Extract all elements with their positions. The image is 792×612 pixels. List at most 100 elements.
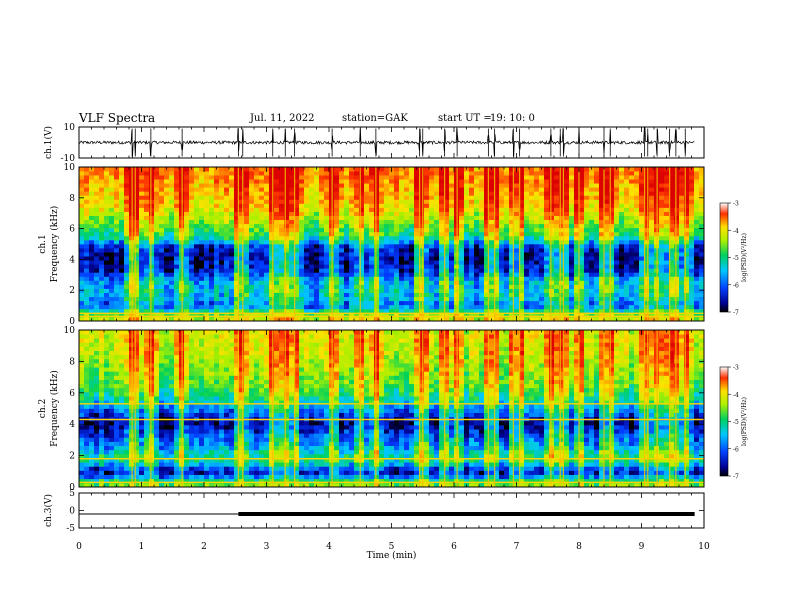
ch1-spectrogram-cell (159, 272, 165, 277)
ch1-spectrogram-cell (429, 276, 435, 281)
ch1-spectrogram-cell (494, 215, 500, 221)
ch1-spectrogram-cell (674, 304, 680, 310)
ch1-spectrogram-cell (299, 211, 305, 216)
ch1-spectrogram-cell (414, 219, 420, 225)
ch1-spectrogram-cell (384, 316, 390, 322)
ch1-spectrogram-cell (319, 227, 325, 233)
ch1-spectrogram-cell (234, 280, 240, 285)
ch1-spectrogram-cell (539, 171, 545, 176)
ch1-spectrogram-cell (499, 199, 505, 204)
ch1-spectrogram-cell (524, 296, 530, 302)
ch1-spectrogram-cell (449, 171, 455, 176)
ch1-spectrogram-cell (669, 187, 675, 192)
ch1-spectrogram-cell (334, 252, 340, 257)
ch1-spectrogram-cell (379, 207, 385, 212)
ch1-spectrogram-cell (124, 300, 130, 306)
ch1-spectrogram-cell (669, 268, 675, 273)
ch1-spectrogram-cell (379, 239, 385, 245)
ch1-spectrogram-cell (689, 235, 695, 241)
ch1-spectrogram-cell (509, 288, 515, 293)
ch1-spectrogram-cell (99, 227, 105, 233)
ch1-spectrogram-cell (229, 312, 235, 318)
ch1-spectrogram-cell (629, 207, 635, 212)
ch1-spectrogram-cell (374, 316, 380, 322)
ch1-spectrogram-cell (539, 300, 545, 306)
ch1-spectrogram-cell (664, 300, 670, 306)
ch1-spectrogram-cell (644, 248, 650, 253)
ch1-spectrogram-cell (544, 256, 550, 261)
ch1-spectrogram-cell (369, 316, 375, 322)
ch1-spectrogram-cell (209, 272, 215, 277)
ch1-spectrogram-cell (119, 288, 125, 293)
ch1-spectrogram-cell (334, 195, 340, 200)
ch1-spectrogram-cell (139, 215, 145, 221)
ch1-spectrogram-cell (484, 252, 490, 257)
ch1-spectrogram-cell (694, 227, 700, 233)
ch1-spectrogram-cell (689, 179, 695, 184)
ch1-spectrogram-cell (679, 223, 685, 229)
ch1-spectrogram-cell (334, 211, 340, 216)
ch1-spectrogram-cell (444, 284, 450, 289)
ch1-spectrogram-cell (494, 304, 500, 310)
ch1-spectrogram-cell (474, 292, 480, 298)
ch1-spectrogram-cell (494, 260, 500, 265)
ch1-spectrogram-cell (159, 256, 165, 261)
ch1-spectrogram-cell (299, 280, 305, 285)
ch1-spectrogram-cell (414, 203, 420, 208)
ch1-spectrogram-cell (539, 296, 545, 302)
ch1-spectrogram-cell (449, 252, 455, 257)
ch1-spectrogram-cell (384, 244, 390, 249)
ch1-spectrogram-cell (224, 260, 230, 265)
ch1-spectrogram-cell (439, 187, 445, 192)
ch1-spectrogram-cell (524, 276, 530, 281)
ch1-spectrogram-cell (344, 256, 350, 261)
ch1-spectrogram-cell (104, 195, 110, 200)
ch1-spectrogram-cell (399, 308, 405, 314)
ch1-spectrogram-cell (384, 195, 390, 200)
ch1-spectrogram-cell (539, 276, 545, 281)
ch1-spectrogram-cell (259, 276, 265, 281)
ch1-spectrogram-cell (124, 223, 130, 229)
ch1-spectrogram-cell (404, 300, 410, 306)
ch1-spectrogram-cell (269, 207, 275, 212)
ch1-spectrogram-cell (369, 248, 375, 253)
ch1-spectrogram-cell (494, 167, 500, 172)
ch1-spectrogram-cell (364, 179, 370, 184)
ch1-spectrogram-cell (139, 219, 145, 225)
ch1-spectrogram-cell (349, 171, 355, 176)
ch1-spectrogram-cell (204, 268, 210, 273)
ch1-spectrogram-cell (434, 308, 440, 314)
ch1-spectrogram-cell (479, 171, 485, 176)
ch1-spectrogram-cell (319, 292, 325, 298)
ch1-spectrogram-cell (559, 195, 565, 200)
ch1-spectrogram-cell (394, 316, 400, 322)
ch1-spectrogram-cell (689, 264, 695, 269)
ch1-spectrogram-cell (634, 203, 640, 208)
ch1-spectrogram-cell (189, 252, 195, 257)
ch1-spectrogram-cell (109, 215, 115, 221)
ch1-spectrogram-cell (359, 308, 365, 314)
ch1-spectrogram-cell (224, 203, 230, 208)
ch1-spectrogram-cell (404, 203, 410, 208)
ch1-spectrogram-cell (419, 179, 425, 184)
ch1-spectrogram-cell (674, 276, 680, 281)
ch1-spectrogram-cell (259, 223, 265, 229)
ch1-spectrogram-cell (384, 219, 390, 225)
ch1-spectrogram-cell (109, 280, 115, 285)
ch1-spectrogram-cell (139, 292, 145, 298)
ch1-spectrogram-cell (314, 296, 320, 302)
ch1-spectrogram-cell (629, 239, 635, 245)
ch1-spectrogram-cell (124, 203, 130, 208)
ch1-spectrogram-cell (664, 223, 670, 229)
ch1-spectrogram-cell (264, 304, 270, 310)
ch1-spectrogram-cell (489, 231, 495, 237)
ch1-spectrogram-cell (564, 227, 570, 233)
ch1-spectrogram-cell (364, 304, 370, 310)
ch1-spectrogram-cell (379, 308, 385, 314)
ch1-spectrogram-cell (159, 175, 165, 180)
ch1-spectrogram-cell (634, 191, 640, 196)
ch1-spectrogram-cell (109, 195, 115, 200)
ch1-spectrogram-cell (259, 167, 265, 172)
ch1-spectrogram-cell (204, 207, 210, 212)
